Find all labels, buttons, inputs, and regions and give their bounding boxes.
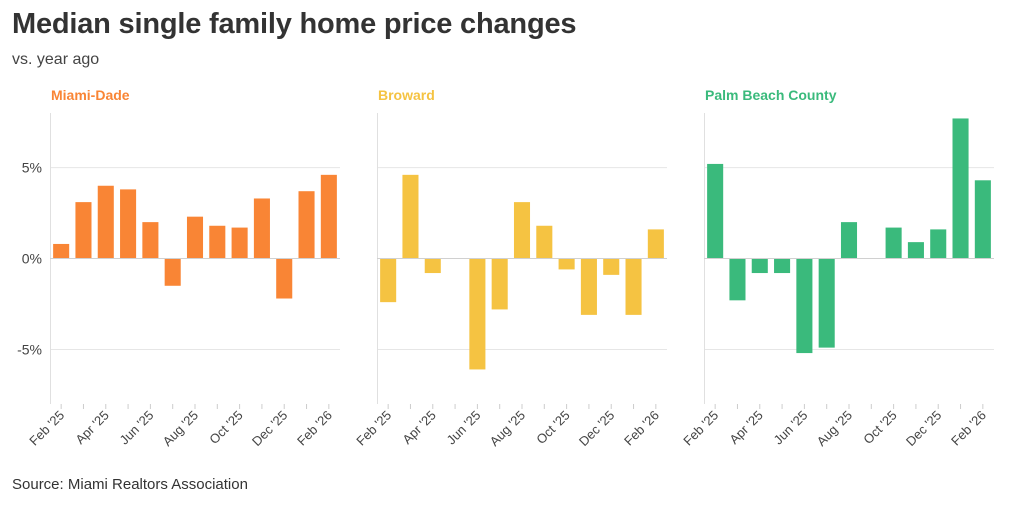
panel-broward: Broward Feb '25 Apr '25 Jun '25 Aug '25 Oct '… [353,87,667,449]
x-tick-label: Feb '26 [948,408,989,449]
bar [253,198,270,259]
x-tick-label: Feb '25 [680,408,721,449]
chart-subtitle: vs. year ago [12,51,100,68]
bar [97,185,114,259]
bar [774,258,791,274]
x-tick-label: Feb '25 [353,408,394,449]
x-tick-label: Oct '25 [206,408,245,447]
bar [120,189,137,259]
x-tick-label: Jun '25 [117,408,157,448]
bar [885,227,902,259]
bar [298,191,315,259]
x-tick-label: Feb '25 [26,408,67,449]
x-tick-label: Oct '25 [860,408,899,447]
bar [536,225,553,259]
x-tick-label: Dec '25 [249,408,290,449]
x-tick-label: Oct '25 [533,408,572,447]
x-tick-label: Dec '25 [903,408,944,449]
bar [707,163,724,259]
bar [53,243,70,259]
y-tick-label: 5% [22,160,42,176]
bar [164,258,181,286]
bar [751,258,768,274]
x-tick-label: Aug '25 [487,408,528,449]
x-tick-label: Dec '25 [576,408,617,449]
bar [513,202,531,259]
bar [380,258,397,303]
x-tick-label: Aug '25 [814,408,855,449]
panel-palm-beach-county: Palm Beach County Feb '25 Apr '25 Jun '25 Au… [680,87,994,449]
x-tick-label: Feb '26 [294,408,335,449]
x-tick-label: Apr '25 [726,408,765,447]
x-tick-label: Apr '25 [399,408,438,447]
bar [580,258,597,315]
x-tick-label: Jun '25 [771,408,811,448]
bar [796,258,813,354]
bar [424,258,441,274]
chart-title: Median single family home price changes [12,8,577,40]
bar [209,225,226,259]
bar [491,258,508,310]
y-tick-label: 0% [22,251,42,267]
panel-miami-dade: Miami-Dade 5% 0% -5% Feb '25 Apr '25 Jun '25 Au… [17,87,340,449]
bar [320,174,337,259]
panel-title: Broward [378,87,435,103]
x-tick-label: Feb '26 [621,408,662,449]
source-note: Source: Miami Realtors Association [12,476,248,493]
bar [907,242,924,259]
bar [603,258,620,275]
panel-title: Miami-Dade [51,87,130,103]
bar [930,229,947,259]
bar [469,258,486,370]
bar [647,229,664,259]
bar [186,216,204,259]
bar [276,258,293,299]
bar [818,258,835,348]
bar [729,258,746,301]
x-tick-label: Aug '25 [160,408,201,449]
bar [231,227,248,259]
bar [142,222,159,259]
x-tick-label: Apr '25 [72,408,111,447]
bar [952,118,969,259]
bar [840,222,858,259]
bar [558,258,575,270]
panel-title: Palm Beach County [705,87,837,103]
bar [974,180,991,259]
y-tick-label: -5% [17,341,42,357]
bar [75,202,92,259]
bar [402,174,419,259]
x-tick-label: Jun '25 [444,408,484,448]
bar [625,258,642,315]
